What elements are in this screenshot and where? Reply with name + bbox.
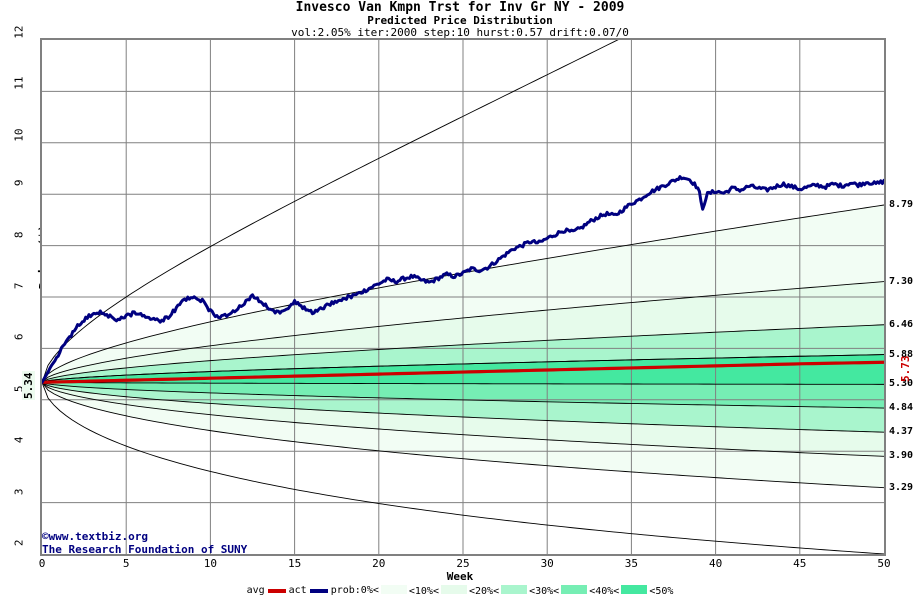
legend-band-swatches: <10%< <20%< <30%< <40%< <50% (380, 585, 675, 597)
x-tick-label: 40 (708, 557, 723, 570)
quantile-value-label: 3.90 (889, 450, 914, 462)
chart-svg (42, 40, 884, 554)
legend-band-label: <50% (649, 586, 674, 597)
quantile-value-label: 3.29 (889, 481, 914, 493)
y-tick-label: 12 (12, 25, 26, 39)
plot-area (40, 38, 886, 556)
quantile-value-label: 4.84 (889, 402, 914, 414)
chart-legend: avg act prob:0%< <10%< <20%< <30%< <40%< <50… (0, 585, 920, 597)
quantile-boundary-line (42, 381, 884, 385)
x-tick-label: 0 (38, 557, 46, 570)
legend-avg-line-swatch (267, 589, 286, 593)
credit-line-1: ©www.textbiz.org (42, 530, 148, 543)
legend-band-swatch (440, 585, 467, 594)
x-tick-label: 10 (203, 557, 218, 570)
legend-band-label: <10%< (408, 586, 439, 597)
x-tick-label: 45 (793, 557, 807, 570)
start-price-label: 5.34 (22, 371, 35, 401)
quantile-boundary-line (42, 354, 884, 383)
credit-line-2: The Research Foundation of SUNY (42, 543, 248, 556)
y-tick-label: 11 (12, 76, 26, 91)
quantile-boundary-line (42, 324, 884, 383)
quantile-value-label: 8.79 (889, 198, 914, 210)
x-tick-label: 35 (624, 557, 639, 570)
average-price-line (42, 360, 884, 384)
quantile-boundary-line (42, 382, 884, 489)
x-axis-title: Week (446, 570, 474, 583)
x-tick-label: 15 (287, 557, 302, 570)
quantile-value-label: 7.30 (889, 275, 914, 287)
legend-act-label: act (288, 585, 307, 596)
legend-band-label: <40%< (589, 586, 620, 597)
y-tick-label: 10 (12, 128, 26, 142)
quantile-value-label: 5.30 (889, 378, 914, 390)
legend-band-label: <20%< (468, 586, 500, 597)
y-tick-label: 4 (12, 436, 26, 444)
legend-band-swatch (621, 585, 648, 594)
y-tick-label: 2 (12, 539, 26, 547)
quantile-boundary-line (42, 381, 884, 457)
quantile-boundary-line (42, 382, 884, 554)
legend-band-swatch (561, 585, 588, 594)
quantile-boundary-line (42, 381, 884, 409)
x-tick-label: 25 (456, 557, 470, 570)
quantile-value-label: 6.46 (889, 318, 914, 330)
x-tick-label: 20 (372, 557, 386, 570)
quantile-boundary-line (42, 40, 619, 383)
chart-subtitle: Predicted Price Distribution (367, 14, 553, 27)
legend-avg-label: avg (246, 585, 265, 596)
legend-band-swatch (501, 585, 528, 594)
y-tick-label: 9 (12, 179, 26, 187)
y-tick-label: 8 (12, 231, 26, 238)
quantile-boundary-line (42, 281, 884, 383)
legend-band-swatch (380, 585, 407, 594)
quantile-value-label: 5.88 (889, 348, 914, 360)
x-tick-label: 30 (540, 557, 554, 570)
chart-parameters: vol:2.05% iter:2000 step:10 hurst:0.57 d… (291, 26, 629, 39)
final-average-label: 5.73 (899, 355, 912, 383)
x-tick-label: 5 (122, 557, 130, 570)
quantile-value-label: 4.37 (889, 426, 914, 438)
quantile-boundary-line (42, 381, 884, 433)
chart-title: Invesco Van Kmpn Trst for Inv Gr NY - 20… (295, 0, 625, 15)
y-tick-label: 7 (12, 282, 26, 290)
x-tick-label: 50 (877, 557, 891, 570)
y-tick-label: 3 (12, 488, 26, 495)
legend-act-line-swatch (309, 589, 328, 593)
legend-prob-label: prob:0%< (330, 585, 379, 596)
actual-price-line (42, 175, 884, 384)
legend-band-label: <30%< (529, 586, 560, 597)
y-tick-label: 6 (12, 333, 26, 341)
